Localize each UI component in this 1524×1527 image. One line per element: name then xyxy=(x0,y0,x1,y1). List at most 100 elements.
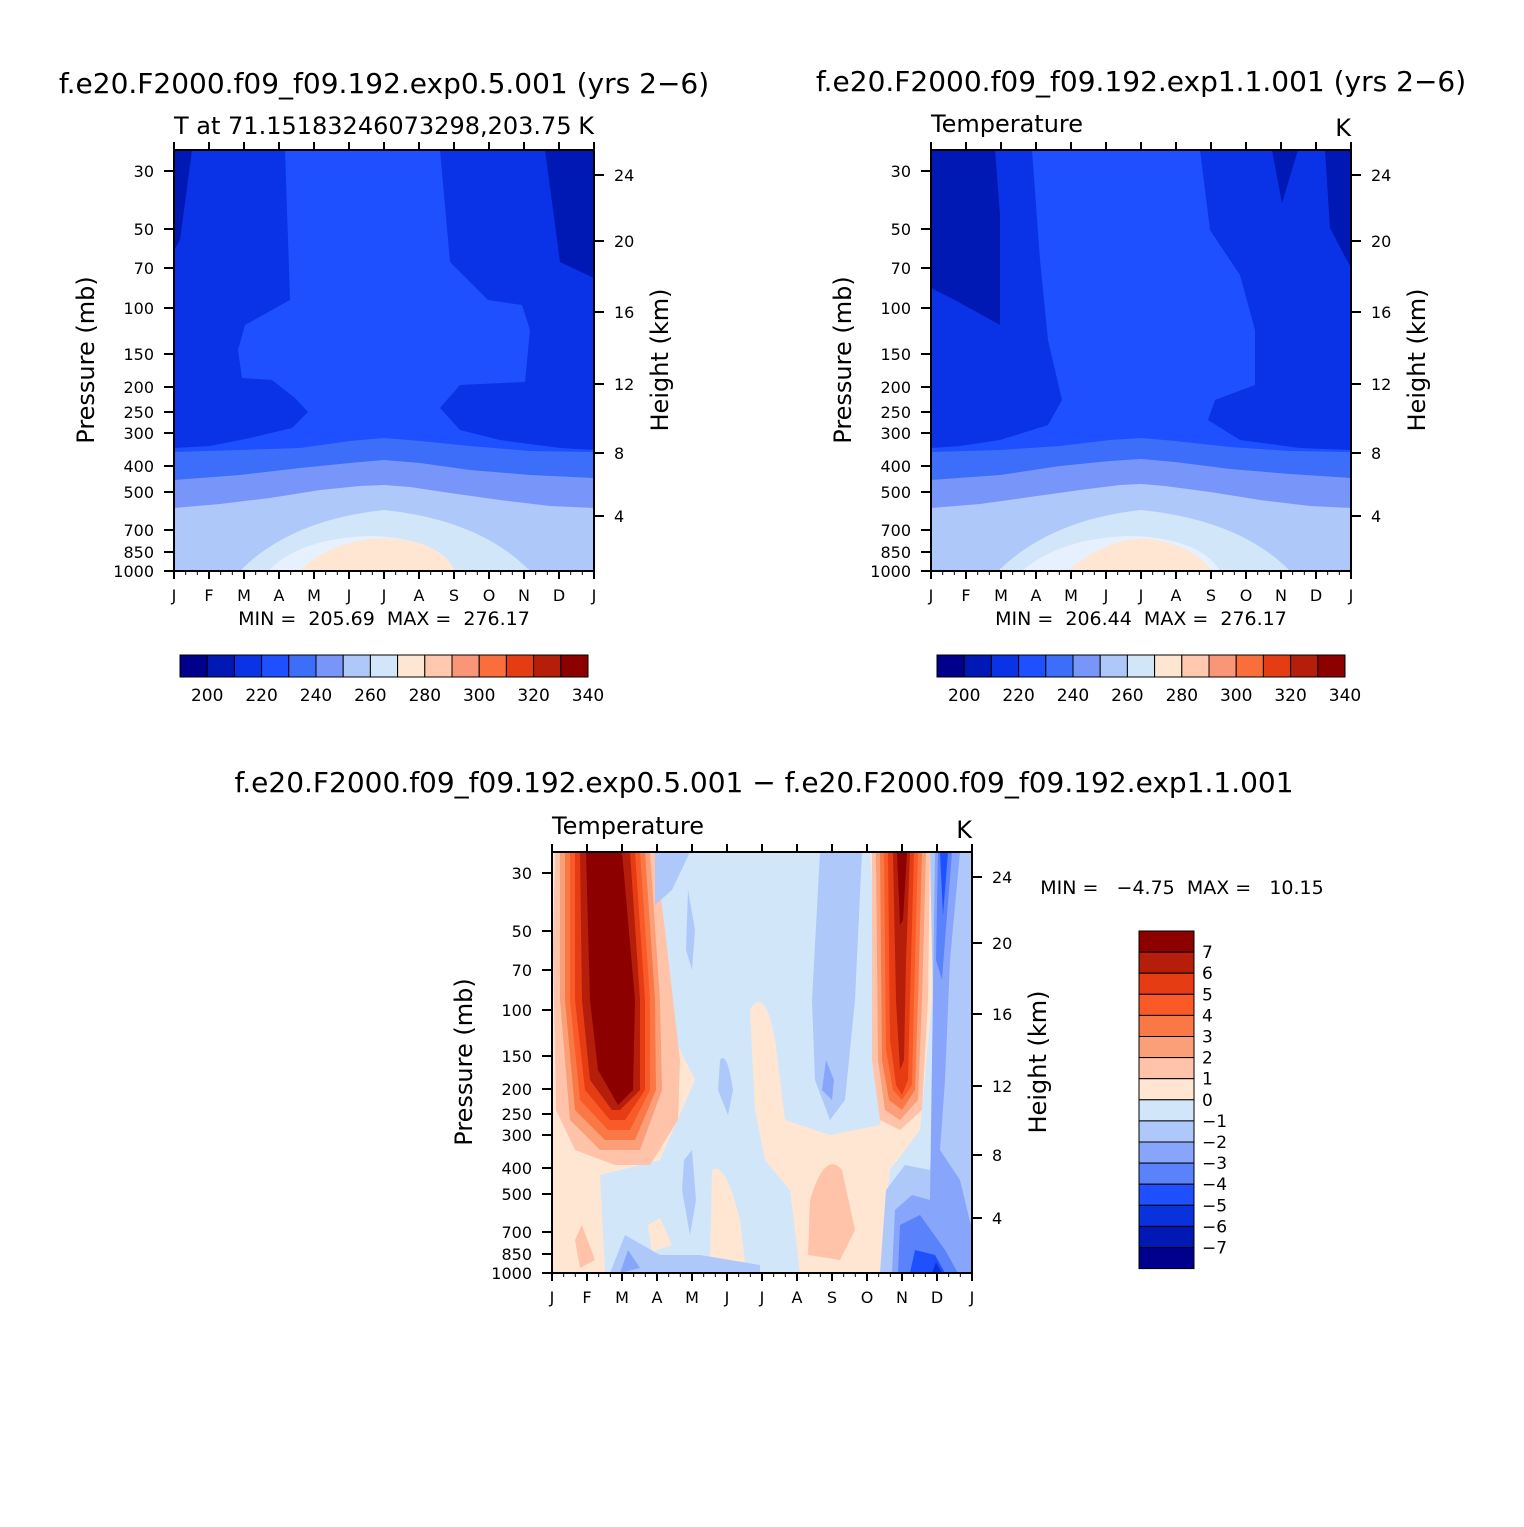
y2-tick-label: 24 xyxy=(992,868,1012,887)
colorbar-label: −6 xyxy=(1202,1217,1227,1237)
min-max-label: MIN = 206.44 MAX = 276.17 xyxy=(995,608,1287,630)
y-tick-label: 400 xyxy=(123,457,154,476)
x-tick-label: A xyxy=(1171,586,1182,605)
colorbar-label: −4 xyxy=(1202,1175,1227,1195)
x-tick-label: N xyxy=(1275,586,1287,605)
y-axis-label: Pressure (mb) xyxy=(829,276,857,443)
colorbar-box xyxy=(1138,1120,1195,1143)
contour-band-0-1 xyxy=(710,1168,745,1262)
y2-axis-label: Height (km) xyxy=(646,289,674,432)
x-tick-label: F xyxy=(961,586,970,605)
panel-subtitle-left: Temperature xyxy=(930,110,1083,138)
contour-band-280 xyxy=(1068,538,1212,571)
contour-band-neg4-neg3 xyxy=(898,1215,958,1273)
y-tick-label: 200 xyxy=(880,378,911,397)
colorbar-box xyxy=(1045,654,1074,678)
y2-tick-label: 20 xyxy=(992,934,1012,953)
colorbar-box xyxy=(1208,654,1237,678)
colorbar-label: 340 xyxy=(1329,686,1361,706)
colorbar-box xyxy=(1138,1099,1195,1122)
colorbar-box xyxy=(478,654,507,678)
contour-band-210 xyxy=(1272,150,1298,203)
contour-band-neg2-neg1 xyxy=(655,852,690,905)
y2-tick-label: 4 xyxy=(992,1209,1002,1228)
colorbar-box xyxy=(1138,993,1195,1016)
y-tick-label: 50 xyxy=(512,922,532,941)
colorbar-box xyxy=(1262,654,1292,678)
y-tick-label: 100 xyxy=(880,299,911,318)
y-tick-label: 300 xyxy=(501,1126,532,1145)
y-tick-label: 1000 xyxy=(870,562,911,581)
y-tick-label: 700 xyxy=(123,521,154,540)
colorbar-box xyxy=(533,654,562,678)
contour-band-210 xyxy=(931,150,1000,325)
x-tick-label: F xyxy=(582,1288,591,1307)
x-tick-label: D xyxy=(1310,586,1322,605)
x-tick-label: S xyxy=(449,586,459,605)
colorbar-label: 260 xyxy=(354,686,386,706)
y-tick-label: 500 xyxy=(880,483,911,502)
contour-band-0-1 xyxy=(648,1218,672,1252)
contour-field xyxy=(174,150,594,571)
colorbar-label: 7 xyxy=(1202,943,1213,963)
colorbar-label: −5 xyxy=(1202,1196,1227,1216)
y-tick-label: 850 xyxy=(123,543,154,562)
y-tick-label: 300 xyxy=(880,424,911,443)
x-tick-label: M xyxy=(685,1288,699,1307)
panel-units: K xyxy=(578,112,595,140)
x-tick-label: S xyxy=(1206,586,1216,605)
colorbar-box xyxy=(1138,1183,1195,1206)
colorbar-box xyxy=(1154,654,1183,678)
y-tick-label: 150 xyxy=(123,345,154,364)
x-tick-label: J xyxy=(591,586,597,605)
contour-band-220 xyxy=(174,150,308,448)
contour-band-neg3-neg2 xyxy=(620,1250,640,1273)
contour-band-210 xyxy=(1325,150,1351,268)
colorbar-label: 280 xyxy=(409,686,441,706)
colorbar-label: 320 xyxy=(517,686,549,706)
y-tick-label: 700 xyxy=(880,521,911,540)
colorbar-box xyxy=(1072,654,1101,678)
y-tick-label: 50 xyxy=(891,220,911,239)
colorbar-box xyxy=(1126,654,1156,678)
y-tick-label: 100 xyxy=(501,1001,532,1020)
colorbar: 200 220 240 260 280 300 320 340 xyxy=(179,654,604,706)
colorbar-label: 260 xyxy=(1111,686,1143,706)
y2-tick-label: 24 xyxy=(1371,166,1391,185)
colorbar-box xyxy=(1138,1078,1195,1101)
colorbar-label: 4 xyxy=(1202,1006,1213,1026)
x-tick-label: A xyxy=(274,586,285,605)
colorbar-label: 220 xyxy=(1002,686,1034,706)
colorbar-box xyxy=(1138,972,1195,995)
y-tick-label: 70 xyxy=(512,961,532,980)
contour-band-1-2 xyxy=(575,1225,595,1268)
contour-band-gt7 xyxy=(897,852,907,925)
colorbar-label: −7 xyxy=(1202,1239,1227,1259)
x-tick-label: M xyxy=(615,1288,629,1307)
y-tick-label: 850 xyxy=(880,543,911,562)
colorbar-label: 5 xyxy=(1202,985,1213,1005)
x-tick-label: J xyxy=(759,1288,765,1307)
y2-tick-label: 4 xyxy=(1371,507,1381,526)
colorbar-box xyxy=(1138,1014,1195,1038)
colorbar-box xyxy=(1181,654,1210,678)
contour-band-210 xyxy=(545,150,594,278)
y2-tick-label: 4 xyxy=(614,507,624,526)
axes-left-panel: J F M A M J J A S O N D J 30 50 70 100 150 200 250 300 400 500… xyxy=(113,142,634,605)
x-tick-label: D xyxy=(553,586,565,605)
colorbar-box xyxy=(288,654,317,678)
y-tick-label: 70 xyxy=(891,259,911,278)
y2-tick-label: 24 xyxy=(614,166,634,185)
contour-band-neg2-neg1 xyxy=(718,1058,733,1115)
y2-axis-label: Height (km) xyxy=(1403,289,1431,432)
colorbar-label: 320 xyxy=(1274,686,1306,706)
panel-units: K xyxy=(956,816,973,844)
contour-band-gt7 xyxy=(586,852,635,1105)
x-tick-label: A xyxy=(792,1288,803,1307)
y-tick-label: 250 xyxy=(501,1105,532,1124)
colorbar-label: 6 xyxy=(1202,964,1213,984)
colorbar-box xyxy=(397,654,426,678)
y2-tick-label: 16 xyxy=(992,1005,1012,1024)
colorbar-box xyxy=(1138,1057,1195,1080)
